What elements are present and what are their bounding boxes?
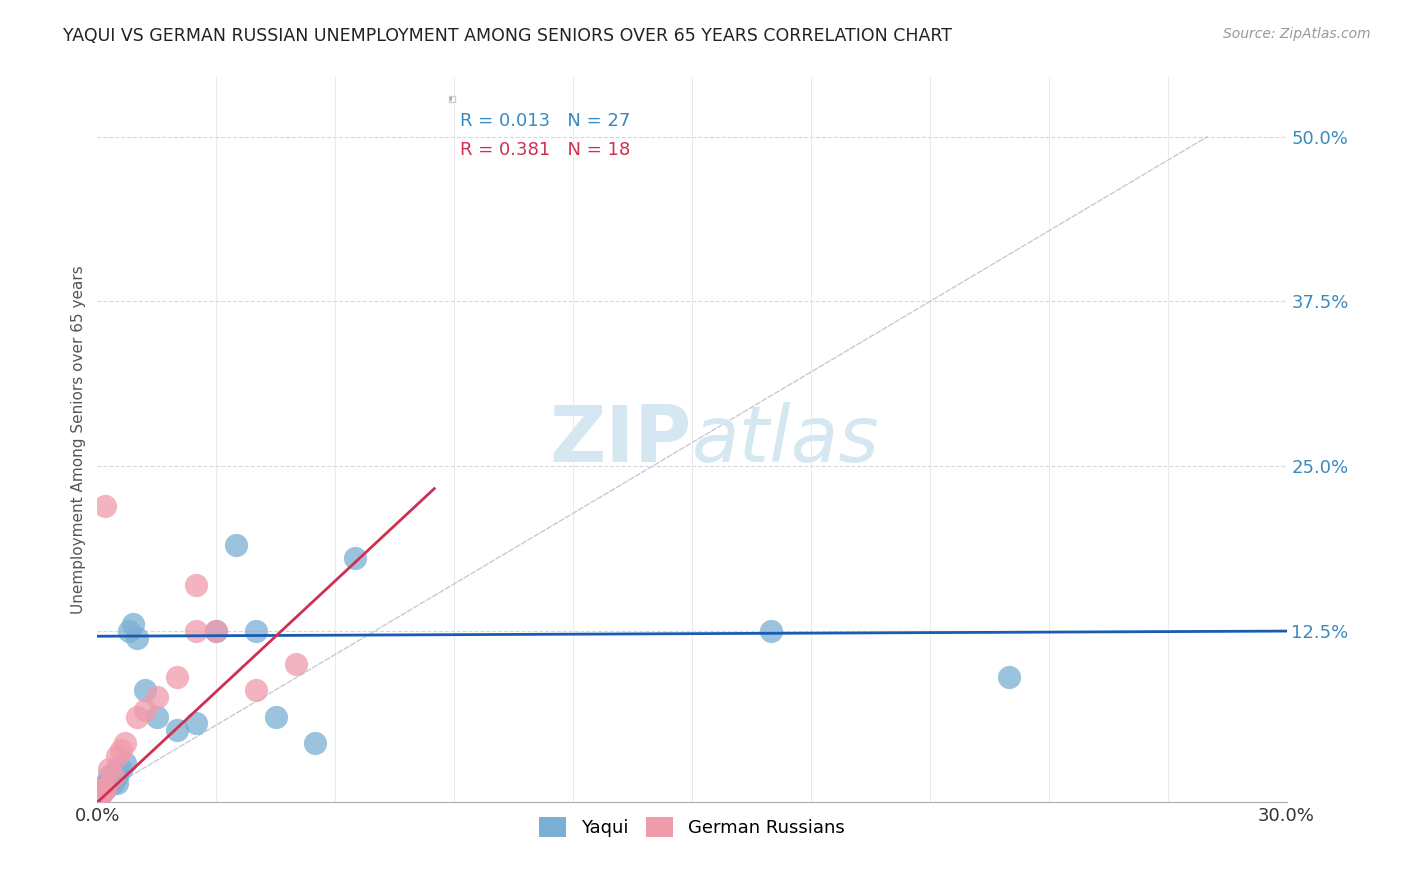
Point [186,578,208,592]
Point [98,775,121,789]
Text: atlas: atlas [692,402,880,478]
Text: Source: ZipAtlas.com: Source: ZipAtlas.com [1223,27,1371,41]
Point [166,670,188,684]
Point [998,670,1021,684]
Point [94,782,117,797]
Point [114,756,136,770]
Point [94,499,117,513]
Point [245,624,267,638]
Point [98,762,121,776]
Y-axis label: Unemployment Among Seniors over 65 years: Unemployment Among Seniors over 65 years [72,266,86,615]
Point [186,624,208,638]
Point [761,624,783,638]
Point [122,617,145,632]
Point [205,624,228,638]
Point [90,785,112,799]
Point [90,788,112,802]
Point [245,683,267,698]
Point [94,778,117,792]
Point [264,709,287,723]
Point [90,788,112,802]
Point [344,551,367,566]
Point [134,703,156,717]
Point [105,775,128,789]
Point [110,762,132,776]
Point [98,769,121,783]
Point [118,624,141,638]
Point [103,775,125,789]
Point [90,782,112,797]
Text: YAQUI VS GERMAN RUSSIAN UNEMPLOYMENT AMONG SENIORS OVER 65 YEARS CORRELATION CHA: YAQUI VS GERMAN RUSSIAN UNEMPLOYMENT AMO… [63,27,952,45]
Point [105,762,128,776]
Point [110,742,132,756]
Point [105,769,128,783]
Point [225,538,247,552]
Point [146,690,169,704]
Point [186,716,208,731]
Point [103,769,125,783]
Point [146,709,169,723]
Point [284,657,307,671]
Point [114,736,136,750]
Point [94,782,117,797]
Point [105,749,128,764]
Text: R = 0.013   N = 27: R = 0.013 N = 27 [460,112,630,130]
Text: R = 0.381   N = 18: R = 0.381 N = 18 [460,141,630,159]
Point [304,736,326,750]
Point [125,709,148,723]
Point [125,631,148,645]
Point [205,624,228,638]
Legend: Yaqui, German Russians: Yaqui, German Russians [531,810,852,844]
Text: ZIP: ZIP [550,402,692,478]
Point [166,723,188,737]
Point [134,683,156,698]
